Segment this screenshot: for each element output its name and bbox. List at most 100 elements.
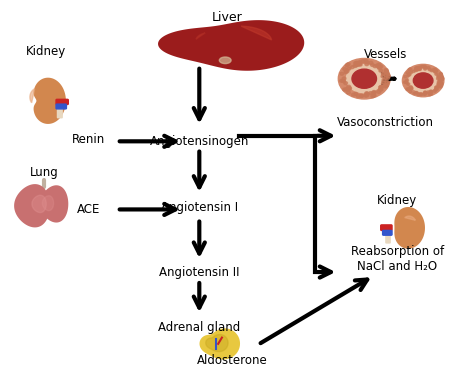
Circle shape — [435, 70, 438, 72]
Circle shape — [402, 64, 444, 97]
Polygon shape — [200, 328, 240, 359]
Circle shape — [439, 85, 442, 87]
Circle shape — [384, 84, 388, 87]
Circle shape — [373, 65, 377, 68]
Text: Angiotensinogen: Angiotensinogen — [150, 135, 249, 148]
Circle shape — [355, 64, 358, 67]
Circle shape — [438, 86, 442, 88]
Circle shape — [417, 68, 419, 70]
Circle shape — [346, 63, 350, 66]
Polygon shape — [42, 196, 54, 211]
Circle shape — [382, 83, 385, 86]
Circle shape — [435, 86, 438, 89]
Polygon shape — [14, 184, 50, 227]
Circle shape — [377, 66, 381, 69]
Circle shape — [416, 67, 419, 69]
Circle shape — [382, 79, 386, 82]
Circle shape — [423, 93, 426, 95]
Circle shape — [384, 70, 388, 73]
Circle shape — [439, 79, 442, 81]
Text: Angiotensin II: Angiotensin II — [159, 266, 239, 279]
Circle shape — [429, 91, 432, 93]
Circle shape — [437, 76, 440, 78]
Circle shape — [344, 71, 348, 74]
Circle shape — [410, 87, 412, 89]
Circle shape — [365, 94, 369, 97]
Circle shape — [385, 81, 389, 84]
Circle shape — [429, 93, 432, 95]
Circle shape — [354, 62, 358, 65]
Circle shape — [413, 73, 433, 88]
Circle shape — [342, 79, 346, 82]
Text: Aldosterone: Aldosterone — [197, 354, 268, 367]
Circle shape — [342, 77, 346, 80]
Circle shape — [352, 69, 376, 88]
Polygon shape — [30, 89, 35, 103]
Circle shape — [364, 59, 368, 62]
Circle shape — [353, 65, 357, 68]
Circle shape — [382, 73, 386, 76]
Polygon shape — [405, 216, 415, 220]
FancyBboxPatch shape — [381, 225, 392, 230]
Circle shape — [384, 76, 388, 79]
Text: Adrenal gland: Adrenal gland — [158, 321, 240, 334]
Circle shape — [343, 68, 346, 70]
Circle shape — [407, 83, 410, 85]
Polygon shape — [206, 335, 228, 352]
Circle shape — [405, 79, 409, 82]
Text: Angiotensin I: Angiotensin I — [161, 201, 238, 214]
Circle shape — [409, 69, 438, 92]
Circle shape — [355, 61, 359, 64]
Circle shape — [441, 78, 444, 80]
Circle shape — [340, 72, 344, 75]
Circle shape — [379, 88, 382, 91]
Circle shape — [370, 63, 374, 66]
Circle shape — [344, 88, 348, 91]
Circle shape — [372, 91, 376, 94]
Circle shape — [427, 66, 430, 69]
Circle shape — [424, 92, 427, 94]
Circle shape — [344, 82, 347, 85]
Circle shape — [387, 75, 391, 78]
Circle shape — [419, 93, 422, 96]
Circle shape — [340, 79, 344, 82]
Circle shape — [439, 72, 442, 75]
Circle shape — [438, 81, 440, 83]
Circle shape — [437, 75, 440, 78]
Circle shape — [415, 67, 418, 69]
Polygon shape — [241, 26, 272, 40]
Circle shape — [356, 95, 360, 98]
Circle shape — [354, 62, 358, 65]
Circle shape — [437, 84, 440, 86]
Circle shape — [364, 94, 368, 97]
Circle shape — [410, 87, 413, 89]
Circle shape — [377, 63, 381, 66]
Circle shape — [409, 88, 411, 90]
Circle shape — [352, 93, 355, 96]
Circle shape — [347, 67, 351, 70]
Circle shape — [407, 88, 410, 90]
FancyBboxPatch shape — [386, 234, 390, 243]
Circle shape — [406, 88, 409, 91]
Circle shape — [412, 70, 415, 72]
Circle shape — [409, 91, 412, 93]
Circle shape — [432, 69, 435, 71]
Circle shape — [419, 93, 423, 95]
Circle shape — [371, 95, 374, 98]
Circle shape — [357, 63, 361, 66]
Circle shape — [338, 59, 390, 99]
Circle shape — [427, 91, 430, 93]
Circle shape — [386, 76, 390, 79]
Circle shape — [424, 68, 427, 70]
Circle shape — [346, 65, 382, 93]
Text: Kidney: Kidney — [26, 45, 66, 58]
Circle shape — [382, 72, 385, 75]
Circle shape — [379, 65, 383, 68]
Circle shape — [403, 81, 407, 83]
Ellipse shape — [219, 57, 231, 63]
Circle shape — [365, 92, 369, 95]
Circle shape — [410, 71, 412, 74]
Circle shape — [343, 88, 346, 91]
Circle shape — [417, 67, 420, 69]
Circle shape — [416, 68, 419, 70]
